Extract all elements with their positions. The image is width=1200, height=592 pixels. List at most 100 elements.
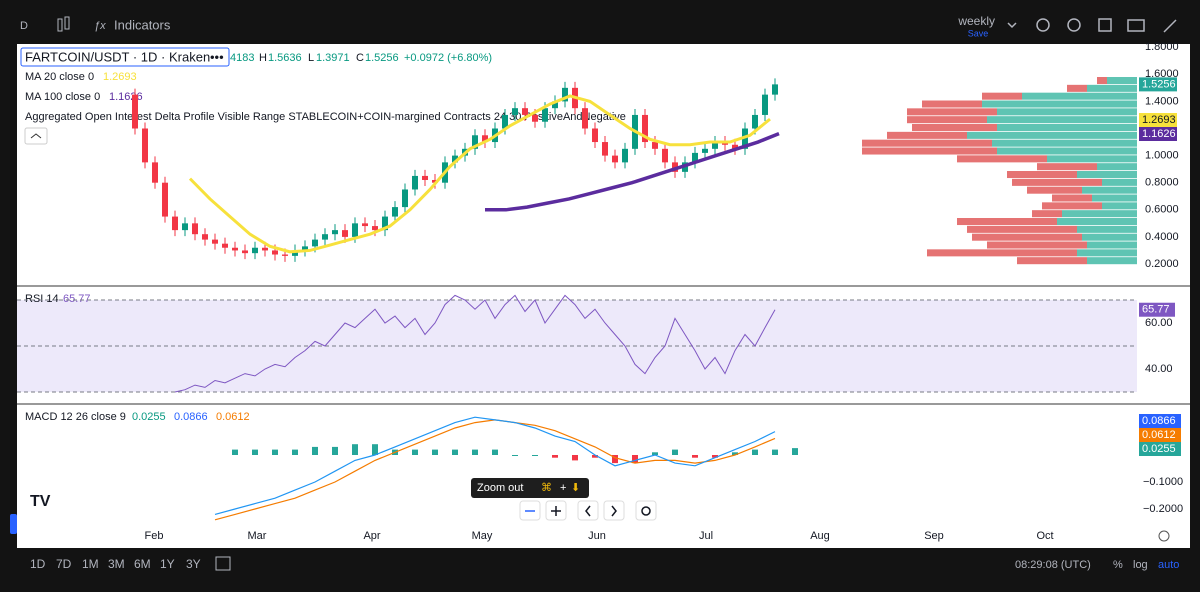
time-tick-label: Aug xyxy=(810,530,830,542)
fx-icon: ƒx xyxy=(94,20,106,32)
profile-negative xyxy=(982,92,1022,100)
macd-histogram xyxy=(472,449,478,455)
ma20-price-label-bg xyxy=(1139,113,1177,127)
ma100-price-label-bg xyxy=(1139,127,1177,141)
macd-label-bg xyxy=(1139,414,1181,428)
profile-positive xyxy=(997,108,1137,116)
last-price-label-bg xyxy=(1139,77,1177,92)
candle xyxy=(262,247,268,251)
macd-tick-label: −0.1000 xyxy=(1143,476,1183,488)
change: +0.0972 (+6.80%) xyxy=(404,52,492,64)
candle xyxy=(412,175,418,190)
candle xyxy=(772,84,778,95)
range-button[interactable]: 1M xyxy=(82,557,99,571)
macd-last-label: 0.0866 xyxy=(1142,415,1176,427)
toolbar-icons[interactable] xyxy=(1007,18,1177,33)
symbol-box[interactable] xyxy=(20,47,230,67)
candle xyxy=(692,152,698,163)
price-tick-label: 0.4000 xyxy=(1145,231,1179,243)
macd-histogram xyxy=(752,449,758,455)
macd-histogram xyxy=(252,449,258,455)
candle xyxy=(452,155,458,163)
candle xyxy=(172,216,178,231)
candle xyxy=(392,207,398,217)
interval[interactable]: D xyxy=(20,20,28,32)
candle xyxy=(202,234,208,240)
side-handle[interactable] xyxy=(10,514,17,534)
profile-positive xyxy=(1057,218,1137,226)
macd-histogram xyxy=(272,449,278,455)
candle xyxy=(422,175,428,180)
candle xyxy=(732,144,738,149)
rsi-tick-label: 60.00 xyxy=(1145,317,1173,329)
profile-positive xyxy=(1082,233,1137,241)
candle xyxy=(432,179,438,183)
candle xyxy=(372,226,378,231)
ma20-price-label: 1.2693 xyxy=(1142,114,1176,126)
candle xyxy=(702,148,708,153)
settings-icon[interactable] xyxy=(1158,530,1170,542)
collapse-button[interactable] xyxy=(24,127,48,145)
time-tick-label: Feb xyxy=(145,530,164,542)
candle xyxy=(232,247,238,251)
range-button[interactable]: 3Y xyxy=(186,557,201,571)
profile-positive xyxy=(1087,241,1137,249)
symbol[interactable]: FARTCOIN/USDT · 1D · Kraken xyxy=(25,49,210,64)
profile-negative xyxy=(987,241,1087,249)
time-tick-label: Jun xyxy=(588,530,606,542)
macd-histogram xyxy=(532,455,538,456)
macd-histogram xyxy=(492,449,498,455)
profile-positive xyxy=(1077,225,1137,233)
auto-toggle[interactable]: auto xyxy=(1158,559,1179,571)
time-tick-label: Mar xyxy=(248,530,267,542)
price-tick-label: 1.0000 xyxy=(1145,150,1179,162)
log-toggle[interactable]: log xyxy=(1133,559,1148,571)
price-tick-label: 1.8000 xyxy=(1145,41,1179,53)
candle xyxy=(212,239,218,244)
profile-positive xyxy=(1092,194,1137,202)
candle xyxy=(132,94,138,129)
price-tick-label: 0.6000 xyxy=(1145,204,1179,216)
macd-histogram xyxy=(332,446,338,455)
macd-histogram xyxy=(552,455,558,458)
candles-icon[interactable] xyxy=(57,16,70,32)
open-value: 4183 xyxy=(230,52,254,64)
profile-negative xyxy=(972,233,1082,241)
candle xyxy=(582,108,588,129)
collapse-icon xyxy=(30,133,42,139)
profile-positive xyxy=(1047,155,1137,163)
profile-negative xyxy=(1042,202,1102,210)
profile-negative xyxy=(912,124,997,132)
macd-histogram xyxy=(432,449,438,455)
profile-positive xyxy=(997,147,1137,155)
candle xyxy=(382,216,388,231)
save-button[interactable]: Save xyxy=(968,28,989,38)
zoom-buttons[interactable] xyxy=(519,500,657,521)
range-button[interactable]: 1Y xyxy=(160,557,175,571)
macd-histogram xyxy=(512,455,518,456)
more[interactable]: ••• xyxy=(210,49,224,64)
macd-histogram xyxy=(352,444,358,455)
profile-positive xyxy=(1097,163,1137,171)
percent-toggle[interactable]: % xyxy=(1113,559,1123,571)
profile-positive xyxy=(982,100,1137,108)
profile-negative xyxy=(1017,257,1087,265)
range-button[interactable]: 3M xyxy=(108,557,125,571)
range-button[interactable]: 6M xyxy=(134,557,151,571)
layout-name[interactable]: weekly xyxy=(957,14,995,28)
profile-positive xyxy=(1077,171,1137,179)
macd-histogram xyxy=(612,455,618,464)
profile-positive xyxy=(1102,202,1137,210)
macd-hist-value: 0.0255 xyxy=(132,411,166,423)
profile-negative xyxy=(907,108,997,116)
profile-positive xyxy=(1102,178,1137,186)
indicators-button[interactable]: Indicators xyxy=(114,17,171,32)
time-tick-label: Apr xyxy=(363,530,380,542)
candle xyxy=(612,155,618,163)
calendar-icon[interactable] xyxy=(215,556,231,571)
range-button[interactable]: 1D xyxy=(30,557,46,571)
candle xyxy=(472,135,478,149)
candle xyxy=(742,128,748,149)
range-button[interactable]: 7D xyxy=(56,557,72,571)
